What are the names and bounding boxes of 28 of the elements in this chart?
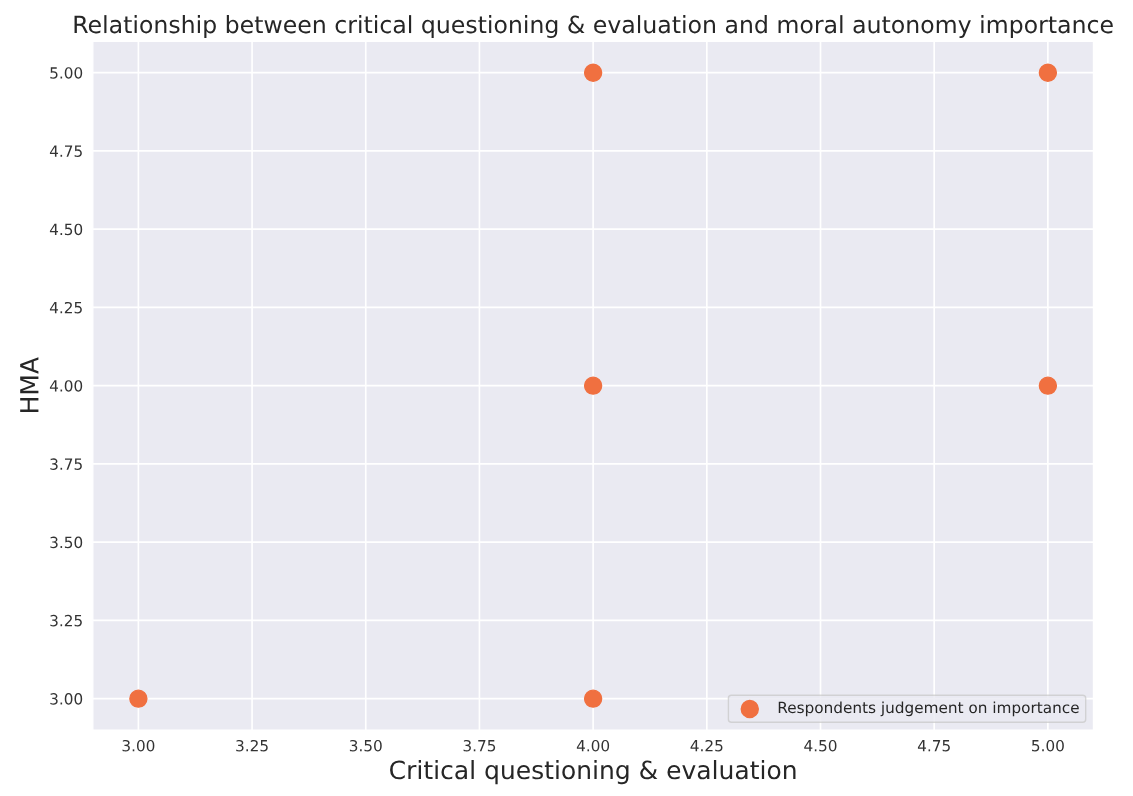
- x-tick-label: 3.75: [463, 739, 496, 752]
- x-tick-label: 3.00: [122, 739, 155, 752]
- chart-title: Relationship between critical questioning & evaluation and moral autonomy importance: [74, 15, 1113, 38]
- y-tick-label: 3.25: [50, 614, 82, 627]
- x-axis-title: Critical questioning & evaluation: [390, 760, 796, 785]
- point: [1038, 63, 1058, 82]
- y-tick-label: 3.75: [50, 458, 82, 470]
- legend-label: Respondents judgement on importance: [778, 701, 1079, 717]
- y-tick-label: 4.25: [49, 301, 82, 314]
- y-tick-label: 4.75: [49, 145, 82, 157]
- point: [129, 689, 148, 708]
- y-tick-label: 4.00: [49, 380, 83, 392]
- y-tick-label: 4.50: [49, 223, 83, 236]
- point: [1038, 376, 1058, 395]
- point: [583, 376, 603, 395]
- x-tick-label: 5.00: [1032, 739, 1064, 752]
- point: [583, 689, 603, 708]
- y-tick-label: 5.00: [50, 67, 83, 79]
- point: [583, 63, 603, 82]
- x-tick-label: 4.25: [690, 739, 723, 752]
- x-tick-label: 4.75: [917, 740, 950, 752]
- y-tick-label: 3.00: [50, 693, 83, 705]
- y-tick-label: 3.50: [50, 536, 83, 549]
- x-tick-label: 4.50: [804, 739, 837, 752]
- y-axis-title: HMA: [20, 357, 39, 412]
- x-tick-label: 3.50: [349, 739, 382, 752]
- x-tick-label: 3.25: [236, 739, 268, 752]
- x-tick-label: 4.00: [576, 739, 610, 752]
